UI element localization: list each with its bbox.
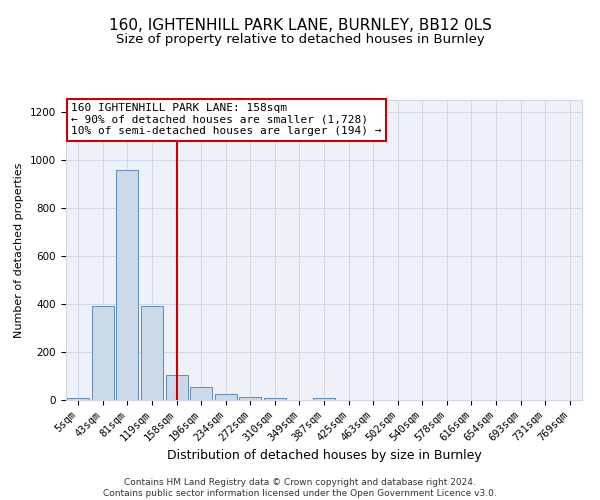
Bar <box>239 397 262 400</box>
Text: 160, IGHTENHILL PARK LANE, BURNLEY, BB12 0LS: 160, IGHTENHILL PARK LANE, BURNLEY, BB12… <box>109 18 491 32</box>
X-axis label: Distribution of detached houses by size in Burnley: Distribution of detached houses by size … <box>167 449 481 462</box>
Y-axis label: Number of detached properties: Number of detached properties <box>14 162 25 338</box>
Bar <box>67 398 89 400</box>
Bar <box>92 306 114 400</box>
Bar <box>166 375 188 400</box>
Bar <box>313 398 335 400</box>
Bar <box>141 306 163 400</box>
Text: Contains HM Land Registry data © Crown copyright and database right 2024.
Contai: Contains HM Land Registry data © Crown c… <box>103 478 497 498</box>
Bar <box>116 170 139 400</box>
Text: 160 IGHTENHILL PARK LANE: 158sqm
← 90% of detached houses are smaller (1,728)
10: 160 IGHTENHILL PARK LANE: 158sqm ← 90% o… <box>71 103 382 136</box>
Text: Size of property relative to detached houses in Burnley: Size of property relative to detached ho… <box>116 32 484 46</box>
Bar <box>264 398 286 400</box>
Bar <box>215 394 237 400</box>
Bar <box>190 387 212 400</box>
